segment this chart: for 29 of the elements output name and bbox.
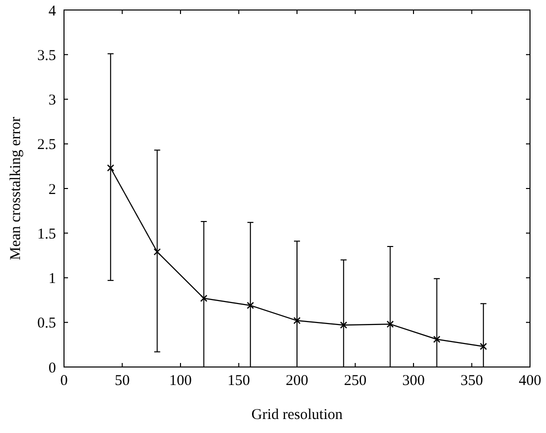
y-tick-label: 0.5	[37, 316, 56, 332]
y-tick-label: 3	[48, 92, 56, 108]
x-tick-label: 250	[344, 373, 366, 389]
point	[480, 342, 487, 350]
x-tick-label: 200	[286, 373, 308, 389]
y-tick-label: 1	[48, 271, 56, 287]
point	[340, 321, 348, 329]
x-tick-label: 300	[402, 373, 425, 389]
y-tick-label: 1.5	[37, 226, 56, 242]
x-axis-title: Grid resolution	[251, 407, 344, 423]
y-tick-label: 2.5	[37, 137, 56, 154]
point	[246, 302, 254, 310]
x-tick-label: 400	[518, 373, 542, 389]
y-tick-label: 3.5	[37, 48, 56, 64]
x-tick-label: 100	[169, 373, 192, 389]
y-tick-label: 4	[48, 3, 56, 20]
x-tick-label: 0	[60, 373, 68, 389]
point	[386, 320, 394, 328]
point	[293, 316, 301, 324]
x-tick-label: 350	[460, 373, 483, 389]
y-tick-label: 0	[48, 360, 56, 376]
point	[433, 336, 440, 343]
point	[107, 164, 114, 172]
x-tick-label: 50	[114, 373, 130, 389]
x-tick-label: 150	[228, 373, 250, 389]
point	[200, 294, 208, 302]
y-tick-label: 2	[48, 182, 56, 198]
point	[154, 248, 161, 256]
y-axis-title: Mean crosstalking error	[8, 116, 24, 260]
